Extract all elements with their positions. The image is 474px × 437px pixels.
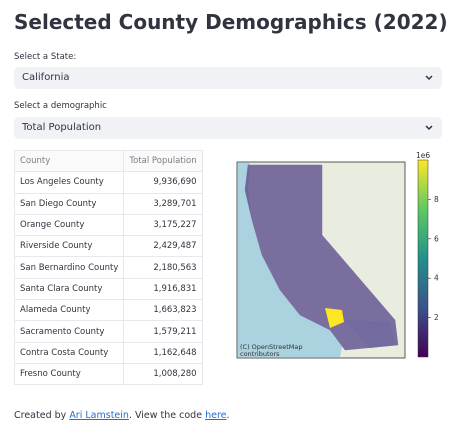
table-cell: 1,579,211 [123,320,203,343]
code-link[interactable]: here [205,410,227,421]
table-cell: Sacramento County [13,320,125,343]
table-row: Orange County 3,175,227 [13,213,203,237]
colorbar-tick-label: 6 [434,234,439,243]
column-header: Total Population [123,149,203,173]
table-cell: Alameda County [13,299,125,322]
california [244,164,399,351]
table-cell: 3,289,701 [123,192,203,215]
select-value: California [22,72,70,83]
table-row: San Bernardino County 2,180,563 [13,256,203,279]
table-cell: San Diego County [13,192,125,215]
label: Select a State: [14,52,77,62]
chevron [425,75,433,81]
table-cell: 1,008,280 [123,362,203,386]
colorbar-tick-label: 2 [434,313,439,322]
demographic-select[interactable]: Total Population [14,117,442,139]
colorbar-tick-label: 8 [434,195,439,204]
table-row: Sacramento County 1,579,211 [13,320,203,343]
table-row: Los Angeles County 9,936,690 [13,171,203,194]
title: Selected County Demographics (2022) [14,10,448,34]
data-table: County Total Population Los Angeles County… [13,149,203,386]
chevron [425,125,433,131]
table-cell: Los Angeles County [13,171,125,194]
table-cell: 2,429,487 [123,235,203,258]
table-cell: 2,180,563 [123,256,203,279]
table-cell: 9,936,690 [123,171,203,194]
table-cell: Fresno County [13,362,125,386]
colorbar-tick-label: 4 [434,274,439,283]
table-row: Riverside County 2,429,487 [13,235,203,258]
table-cell: 3,175,227 [123,213,203,237]
table-cell: Santa Clara County [13,277,125,301]
table-row: Contra Costa County 1,162,648 [13,341,203,364]
county [345,320,395,348]
table-row: San Diego County 3,289,701 [13,192,203,215]
table-cell: 1,916,831 [123,277,203,301]
state-select[interactable]: California [14,67,442,89]
table-cell: San Bernardino County [13,256,125,279]
footer-text: . [226,410,230,421]
table-row: Alameda County 1,663,823 [13,299,203,322]
table-row: Fresno County 1,008,280 [13,362,203,386]
select-value: Total Population [22,122,102,133]
map-figure: (C) OpenStreetMap contributors 1e6 2 4 6 8 [236,151,439,359]
ocean [237,162,342,358]
footer-text: Created by [14,410,67,421]
colorbar [417,159,429,358]
table-cell: 1,663,823 [123,299,203,322]
colorbar-label: 1e6 [416,151,430,160]
author-link[interactable]: Ari Lamstein [69,410,129,421]
label: Select a demographic [14,101,107,111]
county-highlight [325,308,344,328]
table-cell: Riverside County [13,235,125,258]
table-row: Santa Clara County 1,916,831 [13,277,203,301]
attribution: (C) OpenStreetMap contributors [240,343,303,358]
table-cell: 1,162,648 [123,341,203,364]
footer-text: . View the code [128,410,203,421]
table-cell: Orange County [13,213,125,237]
column-header: County [13,149,125,173]
table-cell: Contra Costa County [13,341,125,364]
footer: Created by Ari Lamstein. View the code h… [14,410,230,421]
